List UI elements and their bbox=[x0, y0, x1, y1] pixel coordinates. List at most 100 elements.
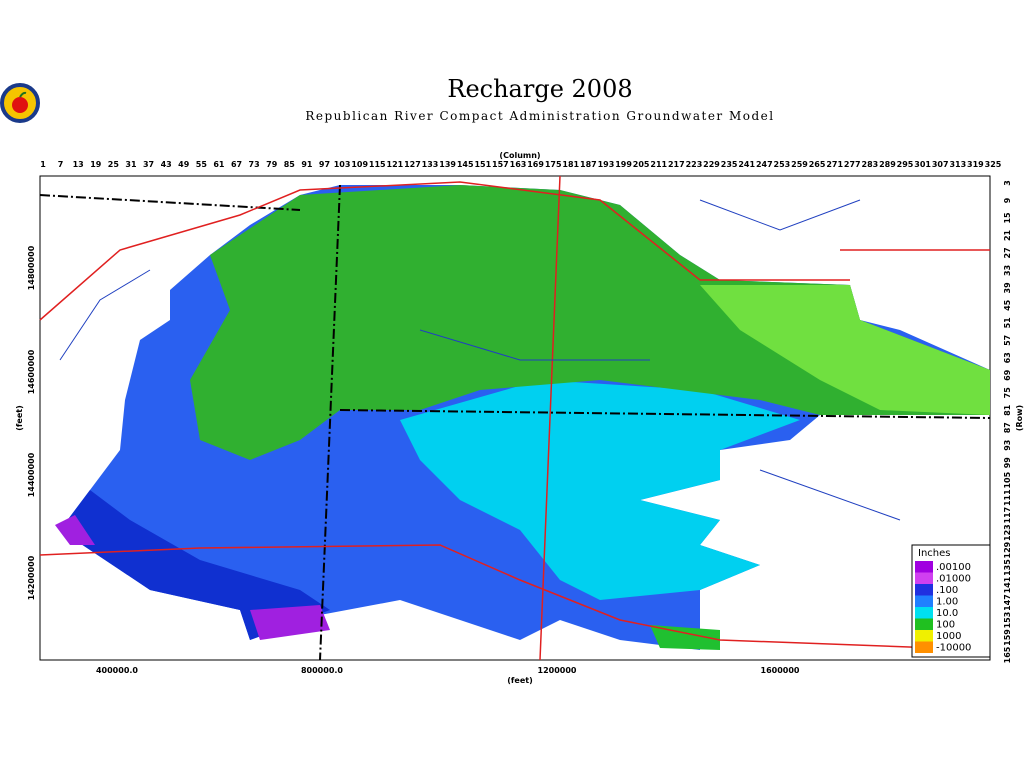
legend-swatch bbox=[915, 630, 933, 642]
x-tick: 1600000 bbox=[761, 666, 800, 675]
column-tick: 169 bbox=[527, 160, 544, 169]
row-tick: 63 bbox=[1003, 352, 1012, 363]
row-tick: 129 bbox=[1003, 541, 1012, 558]
row-tick: 93 bbox=[1003, 440, 1012, 451]
row-tick: 69 bbox=[1003, 369, 1012, 381]
recharge-grid bbox=[55, 185, 990, 650]
column-tick: 103 bbox=[334, 160, 351, 169]
row-tick: 81 bbox=[1003, 404, 1012, 416]
column-tick: 241 bbox=[738, 160, 755, 169]
column-tick: 85 bbox=[284, 160, 296, 169]
legend-label: 1000 bbox=[936, 631, 961, 642]
row-tick: 33 bbox=[1003, 265, 1012, 276]
row-tick: 159 bbox=[1003, 629, 1012, 646]
column-tick: 163 bbox=[510, 160, 527, 169]
legend-label: 100 bbox=[936, 620, 955, 631]
column-tick: 175 bbox=[545, 160, 562, 169]
column-tick: 307 bbox=[932, 160, 949, 169]
column-tick: 265 bbox=[809, 160, 826, 169]
column-tick: 1 bbox=[40, 160, 46, 169]
column-tick: 181 bbox=[562, 160, 579, 169]
y-label: (feet) bbox=[15, 405, 24, 430]
legend-label: .00100 bbox=[936, 562, 971, 573]
column-tick: 49 bbox=[178, 160, 190, 169]
title: Recharge 2008 bbox=[447, 75, 632, 103]
legend: Inches .00100.01000.1001.0010.01001000-1… bbox=[911, 544, 991, 658]
column-tick: 253 bbox=[774, 160, 791, 169]
y-tick: 14600000 bbox=[27, 349, 36, 394]
column-tick: 43 bbox=[161, 160, 172, 169]
column-tick: 199 bbox=[615, 160, 632, 169]
legend-swatch bbox=[915, 641, 933, 653]
logo bbox=[0, 83, 40, 123]
column-tick: 37 bbox=[143, 160, 154, 169]
x-tick: 400000.0 bbox=[96, 666, 138, 675]
row-tick: 51 bbox=[1003, 317, 1012, 329]
row-tick: 105 bbox=[1003, 471, 1012, 488]
column-tick: 13 bbox=[73, 160, 84, 169]
column-tick: 151 bbox=[474, 160, 491, 169]
column-tick: 211 bbox=[650, 160, 667, 169]
column-tick: 193 bbox=[598, 160, 615, 169]
column-tick: 7 bbox=[58, 160, 64, 169]
column-tick: 283 bbox=[862, 160, 879, 169]
subtitle: Republican River Compact Administration … bbox=[305, 109, 774, 123]
legend-label: .100 bbox=[936, 585, 958, 596]
legend-title: Inches bbox=[918, 548, 951, 559]
column-tick: 229 bbox=[703, 160, 720, 169]
column-tick: 271 bbox=[826, 160, 843, 169]
column-label: (Column) bbox=[499, 151, 540, 160]
legend-label: -10000 bbox=[936, 643, 971, 654]
column-tick: 127 bbox=[404, 160, 421, 169]
column-tick: 295 bbox=[897, 160, 914, 169]
legend-swatch bbox=[915, 607, 933, 619]
column-tick: 55 bbox=[196, 160, 208, 169]
column-tick: 91 bbox=[301, 160, 313, 169]
legend-label: 1.00 bbox=[936, 597, 958, 608]
column-tick: 73 bbox=[249, 160, 260, 169]
boundaries bbox=[39, 175, 991, 661]
column-tick: 121 bbox=[387, 160, 404, 169]
column-tick: 277 bbox=[844, 160, 861, 169]
row-tick: 75 bbox=[1003, 387, 1012, 399]
row-tick: 123 bbox=[1003, 524, 1012, 541]
column-tick: 67 bbox=[231, 160, 242, 169]
legend-swatch bbox=[915, 572, 933, 584]
row-tick: 39 bbox=[1003, 282, 1012, 294]
y-tick: 14800000 bbox=[27, 245, 36, 290]
legend-label: .01000 bbox=[936, 574, 971, 585]
column-tick: 109 bbox=[351, 160, 368, 169]
legend-swatch bbox=[915, 595, 933, 607]
column-tick: 157 bbox=[492, 160, 509, 169]
column-tick: 139 bbox=[439, 160, 456, 169]
y-tick: 14400000 bbox=[27, 452, 36, 497]
column-tick: 145 bbox=[457, 160, 474, 169]
row-tick: 117 bbox=[1003, 507, 1012, 524]
row-tick: 99 bbox=[1003, 457, 1012, 469]
column-tick: 79 bbox=[266, 160, 278, 169]
column-tick: 217 bbox=[668, 160, 685, 169]
row-tick: 147 bbox=[1003, 594, 1012, 611]
row-tick: 21 bbox=[1003, 229, 1012, 241]
x-label: (feet) bbox=[507, 676, 532, 685]
column-tick: 187 bbox=[580, 160, 597, 169]
column-tick: 313 bbox=[949, 160, 966, 169]
column-tick: 319 bbox=[967, 160, 984, 169]
y-tick: 14200000 bbox=[27, 555, 36, 600]
x-tick: 800000.0 bbox=[301, 666, 343, 675]
row-tick: 3 bbox=[1003, 180, 1012, 186]
legend-swatch bbox=[915, 561, 933, 573]
column-tick: 19 bbox=[90, 160, 102, 169]
column-tick: 31 bbox=[125, 160, 137, 169]
legend-swatch bbox=[915, 618, 933, 630]
row-tick: 57 bbox=[1003, 335, 1012, 346]
row-tick: 135 bbox=[1003, 559, 1012, 576]
ticks: 1 7 13 19 25 31 37 43 49 55 61 67 73 79 85 91 97 103 109 11… bbox=[27, 160, 1012, 675]
column-tick: 259 bbox=[791, 160, 808, 169]
column-tick: 205 bbox=[633, 160, 650, 169]
column-tick: 301 bbox=[914, 160, 931, 169]
row-label: (Row) bbox=[1015, 405, 1024, 431]
row-tick: 27 bbox=[1003, 247, 1012, 258]
row-tick: 9 bbox=[1003, 197, 1012, 203]
column-tick: 61 bbox=[213, 160, 225, 169]
